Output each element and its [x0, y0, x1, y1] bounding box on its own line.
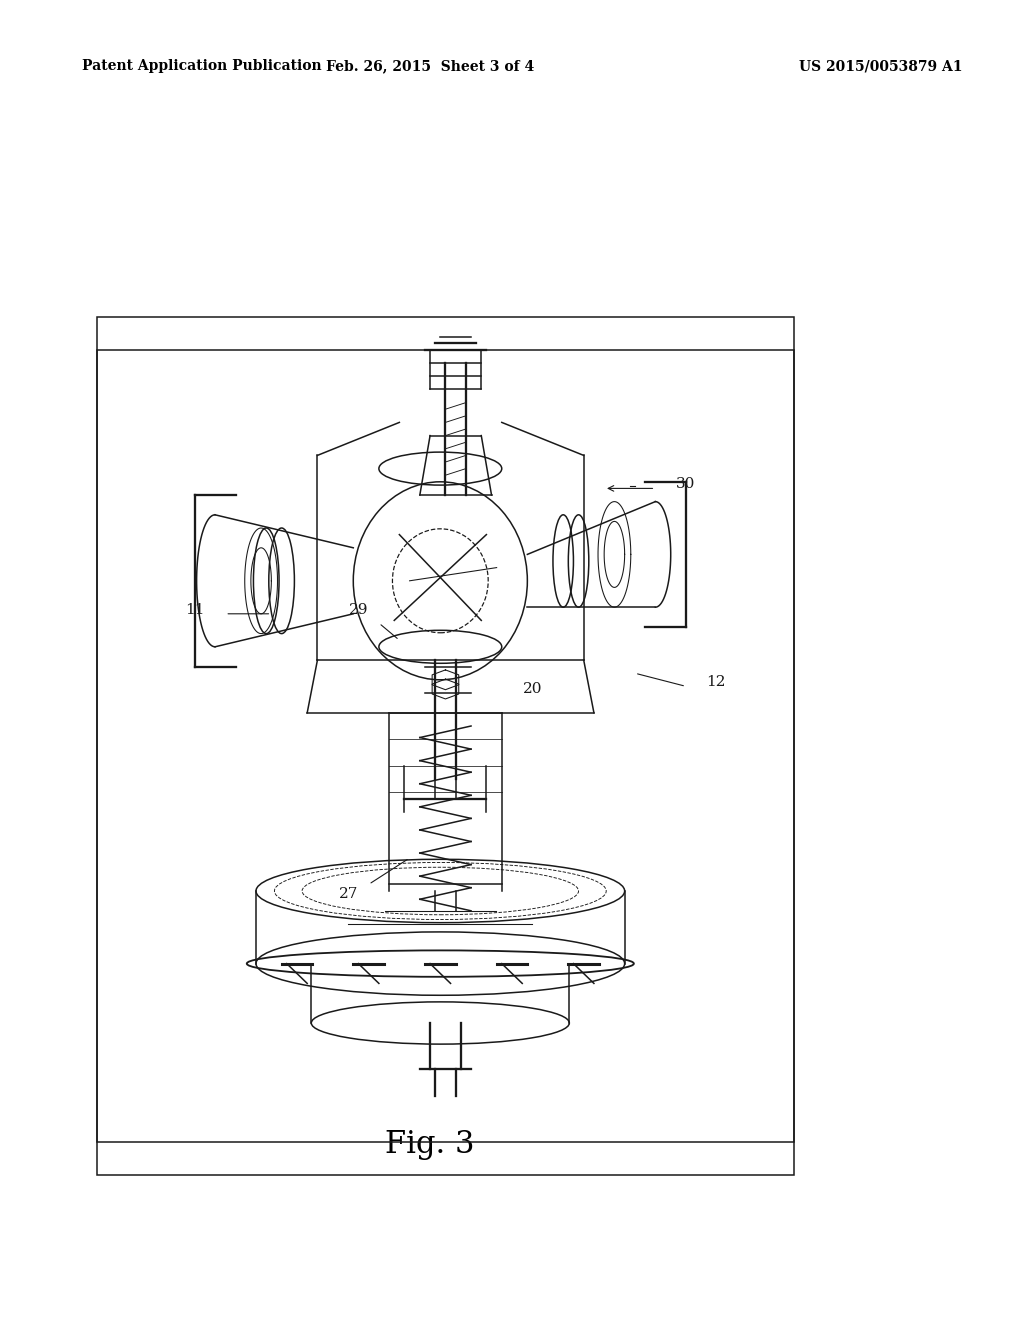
Text: 29: 29 [349, 603, 369, 616]
Text: Fig. 3: Fig. 3 [385, 1129, 475, 1159]
Text: 12: 12 [707, 676, 726, 689]
Text: US 2015/0053879 A1: US 2015/0053879 A1 [799, 59, 963, 74]
Text: 20: 20 [522, 682, 543, 696]
Text: Feb. 26, 2015  Sheet 3 of 4: Feb. 26, 2015 Sheet 3 of 4 [326, 59, 535, 74]
Text: 11: 11 [185, 603, 205, 616]
Text: 27: 27 [339, 887, 358, 900]
Text: 30: 30 [676, 478, 695, 491]
Text: Patent Application Publication: Patent Application Publication [82, 59, 322, 74]
